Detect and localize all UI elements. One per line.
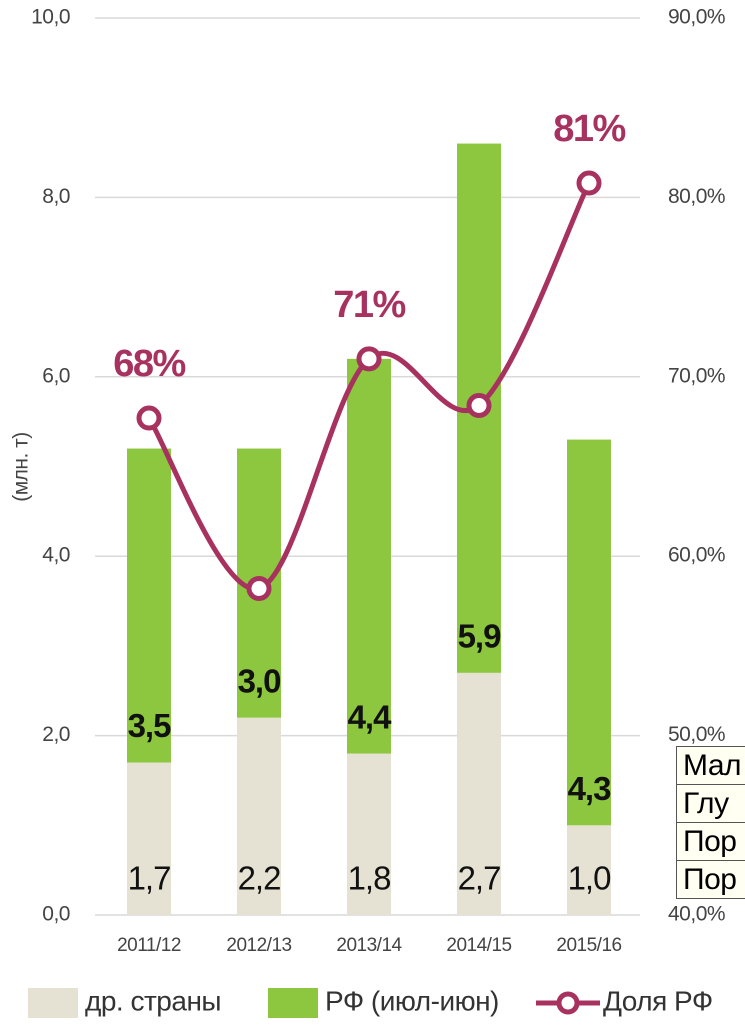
line-marker [576,170,602,196]
table-cell: Пор [675,860,745,899]
legend-label: РФ (июл-июн) [325,985,499,1016]
y-tick-label: 8,0 [42,185,70,208]
x-tick-label: 2015/16 [556,935,621,956]
bar-segment [347,753,391,915]
y2-tick-label: 50,0% [668,723,725,746]
bar-segment [567,825,611,915]
bar-segment [457,672,501,915]
line-marker [246,575,272,601]
bar-segment [347,358,391,754]
y2-tick-label: 90,0% [668,6,725,29]
legend-marker [556,991,580,1015]
bar-segment [567,439,611,826]
legend-swatch [28,988,78,1018]
table-row: Пор [675,822,745,861]
legend-label: Доля РФ [603,985,713,1016]
data-label: 2,7 [458,860,501,897]
y2-tick-label: 80,0% [668,185,725,208]
legend-swatch [268,988,318,1018]
table: Мал Глу Пор Пор [675,746,745,899]
table-row: Пор [675,860,745,899]
data-label: 1,7 [128,860,171,897]
table-cell: Пор [675,822,745,861]
y-tick-label: 0,0 [42,903,70,926]
y-axis-label: (млн. т) [10,432,33,502]
table-cell: Глу [675,784,745,823]
x-tick-label: 2012/13 [226,935,291,956]
bar-segment [237,717,281,915]
y-tick-label: 6,0 [42,364,70,387]
y2-tick-label: 70,0% [668,364,725,387]
legend-label: др. страны [85,985,221,1016]
line-marker [136,405,162,431]
x-tick-label: 2013/14 [336,935,402,956]
table-cell: Мал [675,746,745,785]
data-label: 5,9 [458,618,502,655]
x-tick-label: 2011/12 [117,935,181,956]
data-label: 68% [113,343,185,385]
y-tick-label: 2,0 [42,723,70,746]
data-label: 71% [333,284,405,326]
data-label: 4,4 [348,698,393,735]
data-label: 1,0 [568,860,612,897]
bar-segment [127,448,171,763]
bar-segment [127,762,171,915]
x-tick-label: 2014/15 [446,935,511,956]
table-row: Мал [675,746,745,785]
data-label: 3,0 [238,662,281,699]
y-tick-label: 10,0 [31,6,70,29]
y-tick-label: 4,0 [42,544,70,567]
data-label: 81% [553,108,625,150]
y2-tick-label: 60,0% [668,544,725,567]
table-row: Глу [675,784,745,823]
data-label: 2,2 [238,860,281,897]
line-marker [466,393,492,419]
line-marker [356,346,382,372]
data-label: 3,5 [128,707,172,744]
data-label: 1,8 [348,860,391,897]
y2-tick-label: 40,0% [668,903,725,926]
data-label: 4,3 [568,770,612,807]
